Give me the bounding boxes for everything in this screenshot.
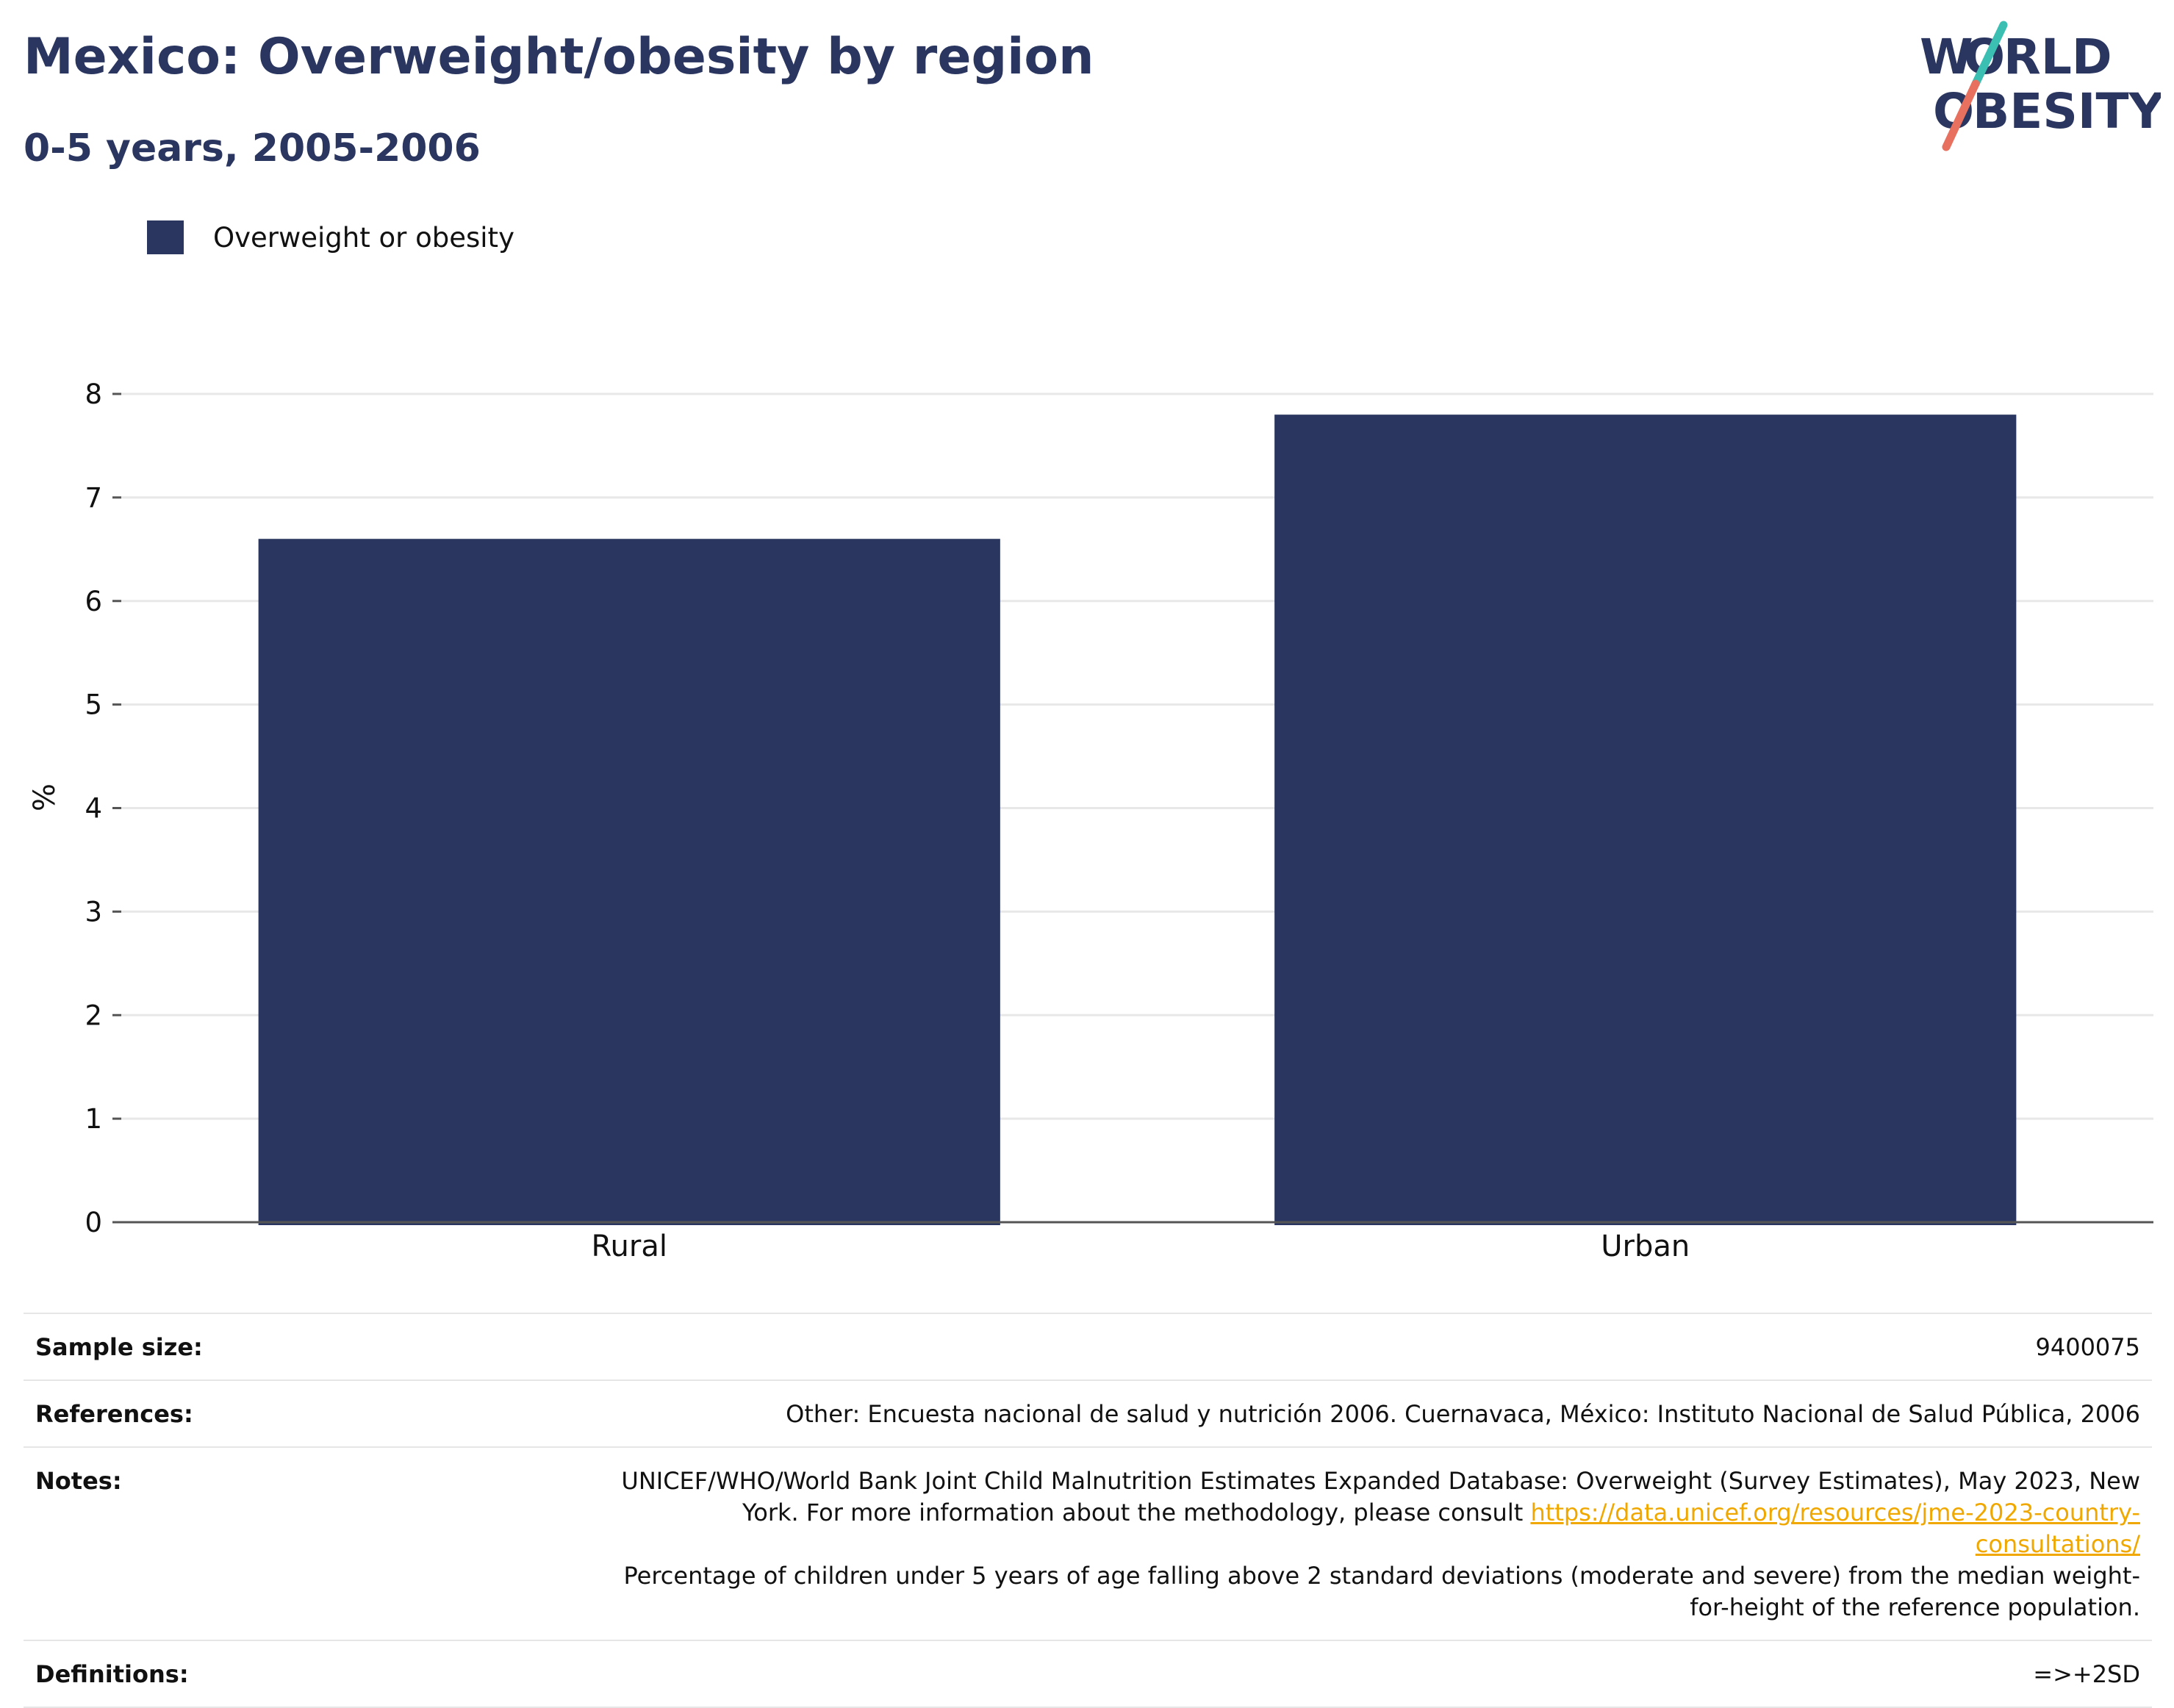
bar-chart: 0 1 2 3 4 5 6 7 8 Rural Urban	[85, 378, 2153, 1263]
notes-text-1: UNICEF/WHO/World Bank Joint Child Malnut…	[621, 1467, 2140, 1526]
references-value: Other: Encuesta nacional de salud y nutr…	[786, 1400, 2140, 1428]
sample-size-value: 9400075	[2035, 1333, 2140, 1361]
notes-row: Notes: UNICEF/WHO/World Bank Joint Child…	[24, 1448, 2152, 1641]
y-tick-label: 2	[85, 1000, 102, 1031]
y-tick-label: 1	[85, 1103, 102, 1135]
notes-text-2: Percentage of children under 5 years of …	[623, 1562, 2141, 1621]
y-tick-label: 0	[85, 1207, 102, 1238]
y-tick-label: 6	[85, 586, 102, 617]
logo-slash-coral	[1942, 79, 1980, 151]
logo-word-world-w: W	[1920, 29, 1973, 85]
info-table: Sample size: 9400075 References: Other: …	[24, 1313, 2152, 1708]
sample-size-row: Sample size: 9400075	[24, 1314, 2152, 1381]
notes-label: Notes:	[35, 1467, 122, 1495]
world-obesity-logo: W O RLD O BESITY	[1920, 21, 2161, 151]
sample-size-label: Sample size:	[35, 1333, 203, 1361]
definitions-value: =>+2SD	[2033, 1660, 2140, 1688]
y-tick-label: 5	[85, 689, 102, 721]
definitions-label: Definitions:	[35, 1660, 189, 1688]
logo-word-world-rld: RLD	[2003, 29, 2112, 85]
logo-word-obesity-rest: BESITY	[1973, 83, 2161, 140]
x-tick-label: Urban	[1601, 1230, 1690, 1263]
x-tick-label: Rural	[592, 1230, 667, 1263]
legend-swatch	[147, 220, 184, 254]
references-label: References:	[35, 1400, 193, 1428]
y-tick-label: 3	[85, 896, 102, 927]
notes-value: UNICEF/WHO/World Bank Joint Child Malnut…	[597, 1465, 2140, 1623]
y-tick-label: 7	[85, 482, 102, 514]
notes-link[interactable]: https://data.unicef.org/resources/jme-20…	[1530, 1499, 2140, 1558]
y-tick-label: 8	[85, 378, 102, 410]
y-tick-label: 4	[85, 793, 102, 825]
definitions-row: Definitions: =>+2SD	[24, 1641, 2152, 1708]
references-row: References: Other: Encuesta nacional de …	[24, 1381, 2152, 1448]
chart-subtitle: 0-5 years, 2005-2006	[24, 126, 481, 171]
legend-label: Overweight or obesity	[213, 221, 514, 254]
bar-rural[interactable]	[258, 539, 1000, 1225]
logo-slash-teal	[1971, 21, 2008, 88]
legend[interactable]: Overweight or obesity	[147, 220, 514, 254]
bar-urban[interactable]	[1274, 415, 2017, 1225]
chart-title: Mexico: Overweight/obesity by region	[24, 28, 1094, 86]
